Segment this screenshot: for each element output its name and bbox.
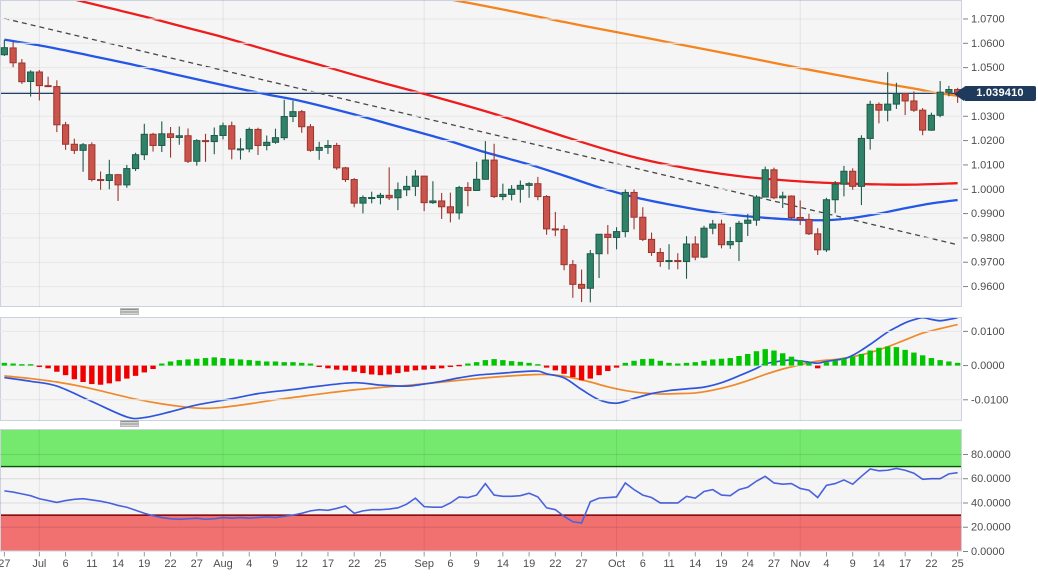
- svg-text:Nov: Nov: [790, 558, 810, 570]
- macd-histogram: [1, 346, 961, 385]
- svg-text:6: 6: [63, 558, 69, 570]
- candlesticks: [0, 39, 962, 303]
- macd-signal-line: [4, 323, 958, 410]
- main-gridlines: [0, 0, 962, 307]
- svg-text:22: 22: [925, 558, 937, 570]
- svg-text:22: 22: [348, 558, 360, 570]
- panel-resize-handle-macd[interactable]: [120, 308, 139, 315]
- svg-text:80.0000: 80.0000: [971, 449, 1011, 461]
- svg-text:-0.0100: -0.0100: [971, 394, 1008, 406]
- oversold-band: [0, 515, 962, 552]
- svg-text:9: 9: [474, 558, 480, 570]
- svg-text:6: 6: [447, 558, 453, 570]
- svg-text:0.0000: 0.0000: [971, 546, 1005, 558]
- svg-text:40.0000: 40.0000: [971, 497, 1011, 509]
- rsi-panel[interactable]: [0, 429, 962, 552]
- svg-text:1.0500: 1.0500: [971, 62, 1005, 74]
- svg-text:0.9900: 0.9900: [971, 208, 1005, 220]
- svg-text:14: 14: [873, 558, 885, 570]
- svg-text:22: 22: [164, 558, 176, 570]
- svg-text:27: 27: [191, 558, 203, 570]
- svg-text:27: 27: [768, 558, 780, 570]
- svg-text:4: 4: [246, 558, 252, 570]
- value-axis[interactable]: 1.0700 1.0600 1.0500 1.0300 1.0200 1.0100 1.00…: [963, 13, 1011, 558]
- sma-100-line: [71, 0, 958, 186]
- svg-text:9: 9: [850, 558, 856, 570]
- svg-text:6: 6: [640, 558, 646, 570]
- svg-text:0.9800: 0.9800: [971, 232, 1005, 244]
- overbought-band: [0, 429, 962, 467]
- svg-text:Jul: Jul: [32, 558, 46, 570]
- svg-text:0.9700: 0.9700: [971, 257, 1005, 269]
- svg-text:17: 17: [322, 558, 334, 570]
- svg-text:1.0100: 1.0100: [971, 159, 1005, 171]
- svg-text:25: 25: [374, 558, 386, 570]
- sma-55-line: [4, 38, 958, 222]
- panel-resize-handle-rsi[interactable]: [120, 420, 139, 427]
- svg-text:14: 14: [497, 558, 509, 570]
- svg-text:19: 19: [715, 558, 727, 570]
- svg-text:Oct: Oct: [608, 558, 625, 570]
- svg-text:11: 11: [663, 558, 674, 570]
- svg-text:12: 12: [296, 558, 308, 570]
- price-tag-value: 1.039410: [964, 86, 1036, 101]
- svg-text:17: 17: [899, 558, 911, 570]
- price-tag-arrow-icon: [954, 86, 964, 101]
- svg-text:19: 19: [523, 558, 535, 570]
- date-axis[interactable]: 27 Jul 6 11 14 19 22 27 Aug 4 9 12 17 22 25 Sep 6 9 14 19 22…: [0, 552, 964, 570]
- svg-text:1.0600: 1.0600: [971, 38, 1005, 50]
- svg-text:0.0000: 0.0000: [971, 360, 1005, 372]
- svg-text:14: 14: [112, 558, 124, 570]
- descending-trendline: [4, 17, 958, 246]
- sma-200-line: [446, 0, 958, 97]
- svg-text:14: 14: [689, 558, 701, 570]
- svg-text:25: 25: [952, 558, 964, 570]
- svg-text:27: 27: [575, 558, 587, 570]
- macd-panel[interactable]: [0, 317, 962, 421]
- svg-text:1.0000: 1.0000: [971, 184, 1005, 196]
- svg-text:11: 11: [86, 558, 97, 570]
- svg-text:Sep: Sep: [414, 558, 434, 570]
- macd-line: [4, 317, 958, 420]
- svg-text:1.0200: 1.0200: [971, 135, 1005, 147]
- svg-text:9: 9: [272, 558, 278, 570]
- svg-text:19: 19: [138, 558, 150, 570]
- svg-text:0.0100: 0.0100: [971, 326, 1005, 338]
- current-price-label: 1.039410: [954, 86, 1036, 101]
- rsi-gridlines: [0, 429, 962, 552]
- svg-text:0.9600: 0.9600: [971, 281, 1005, 293]
- svg-text:4: 4: [823, 558, 829, 570]
- svg-text:22: 22: [549, 558, 561, 570]
- main-price-panel[interactable]: [0, 0, 962, 307]
- svg-text:24: 24: [742, 558, 754, 570]
- svg-text:Aug: Aug: [213, 558, 233, 570]
- svg-text:1.0700: 1.0700: [971, 13, 1005, 25]
- svg-text:1.0300: 1.0300: [971, 111, 1005, 123]
- svg-text:20.0000: 20.0000: [971, 522, 1011, 534]
- svg-text:27: 27: [0, 558, 10, 570]
- svg-text:60.0000: 60.0000: [971, 473, 1011, 485]
- rsi-line: [4, 467, 958, 524]
